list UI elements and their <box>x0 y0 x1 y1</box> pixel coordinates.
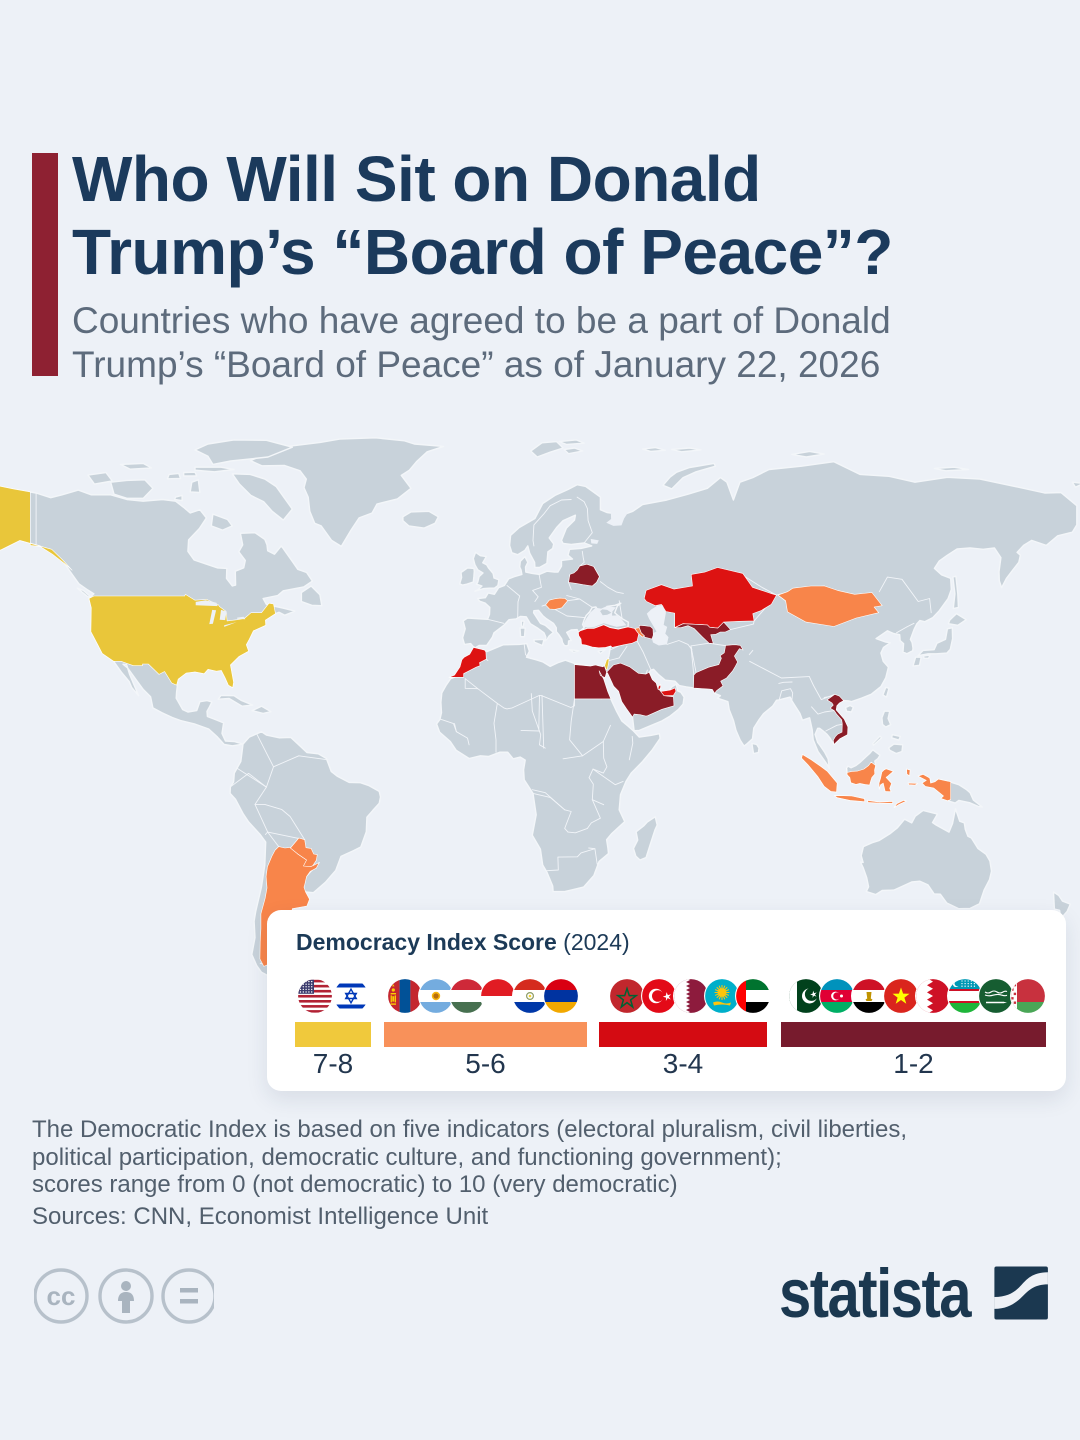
svg-text:cc: cc <box>47 1281 76 1311</box>
svg-text:statista: statista <box>779 1258 972 1328</box>
